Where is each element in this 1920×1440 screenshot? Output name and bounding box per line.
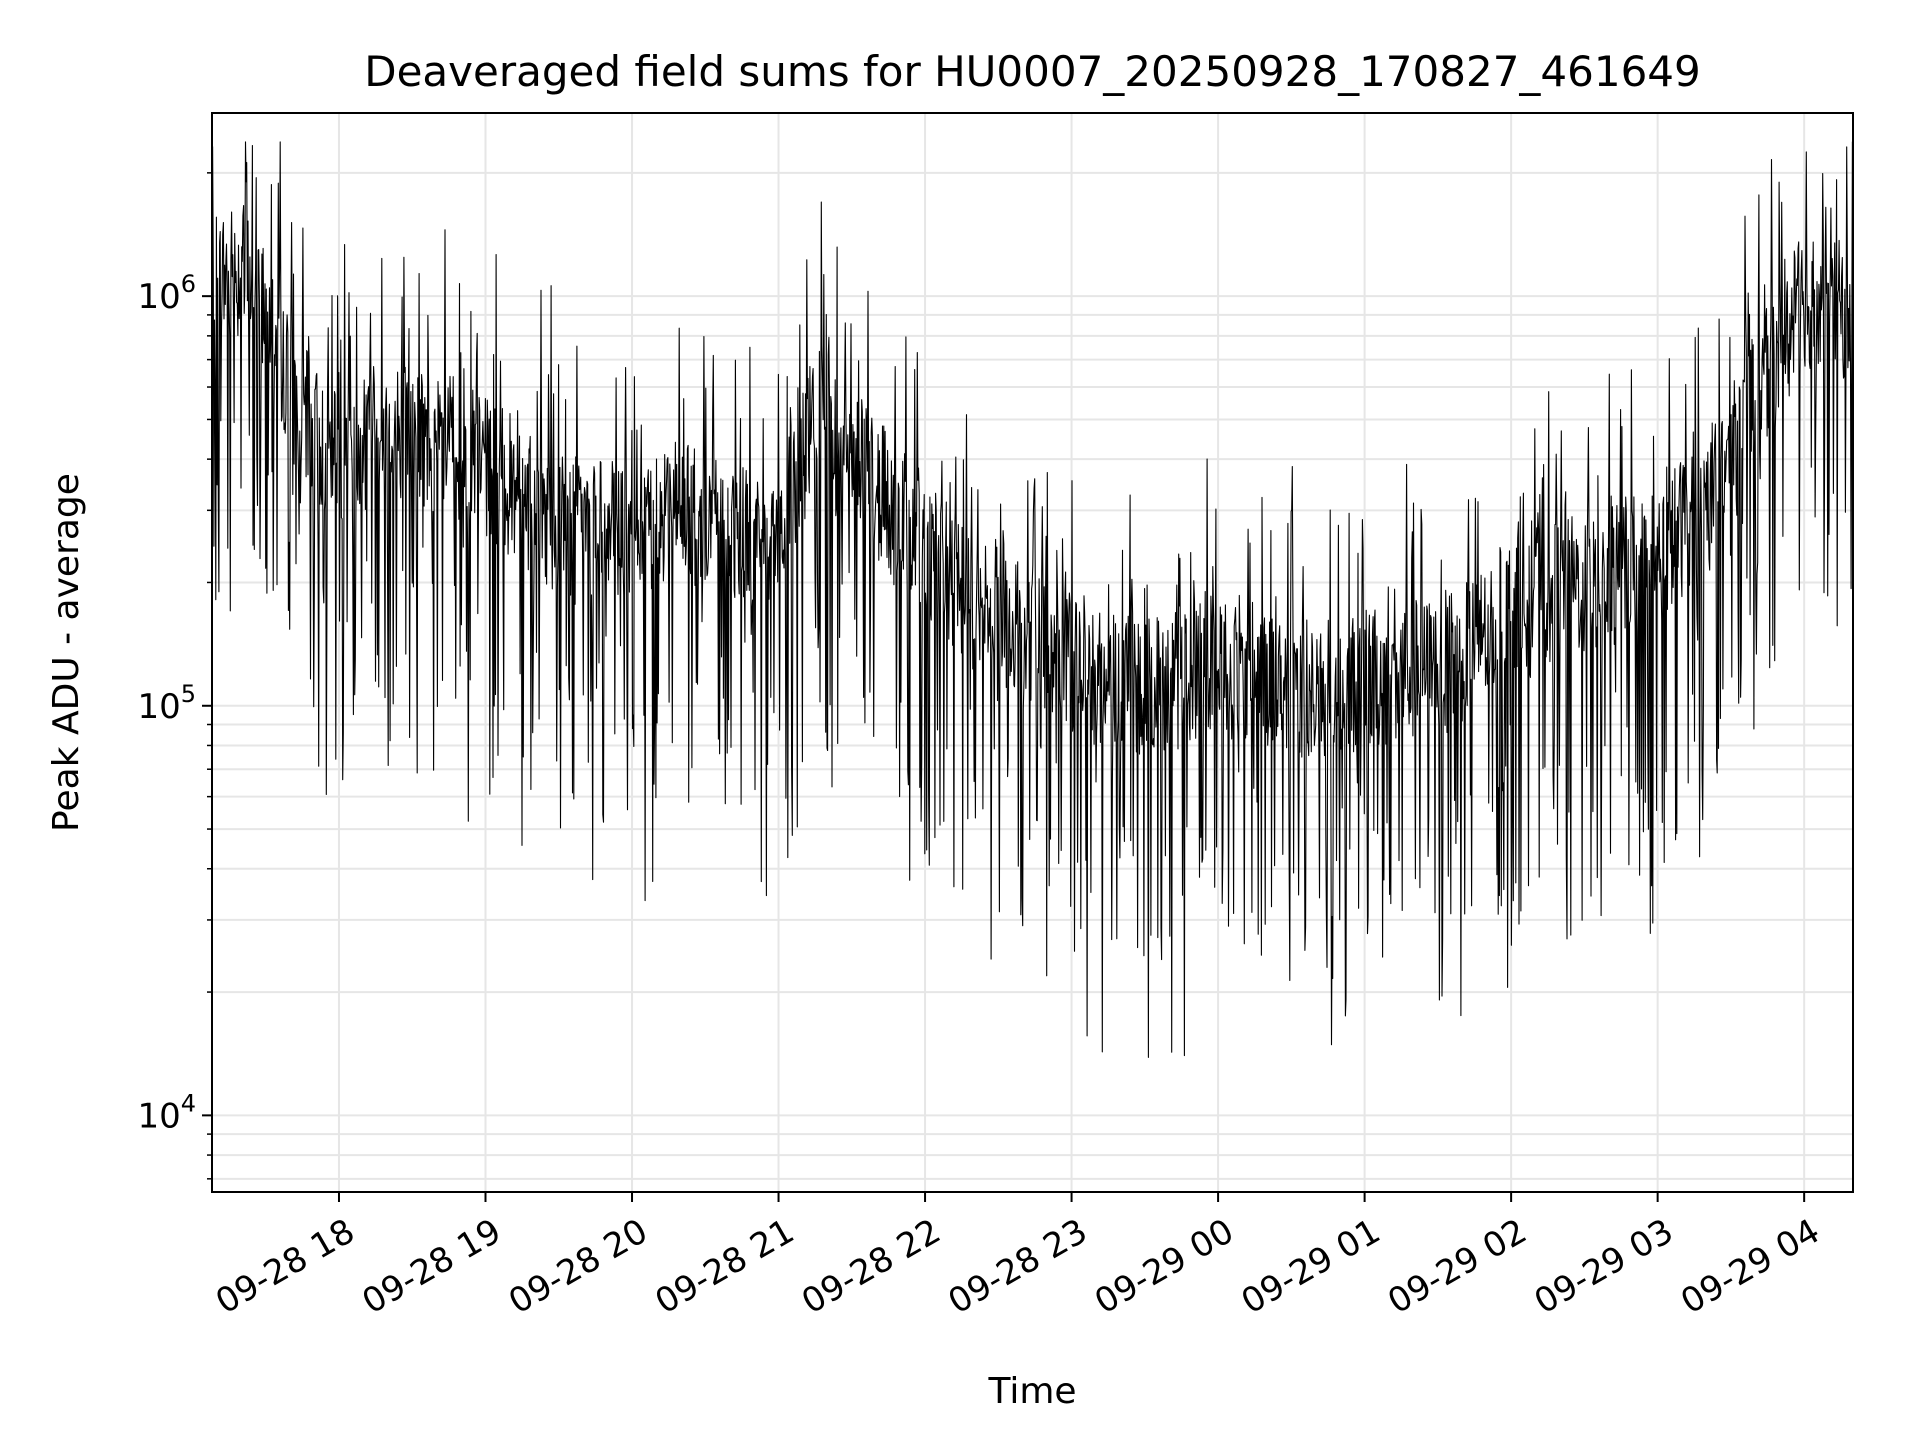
grid [212,113,1853,1192]
series-layer [211,141,1854,1058]
plot-frame [211,112,1854,1193]
x-axis-label: Time [987,1371,1076,1412]
x-tick-label: 09-28 20 [502,1211,654,1322]
x-tick-label: 09-28 18 [209,1211,361,1322]
x-tick-label: 09-28 21 [649,1211,801,1322]
x-tick-label: 09-29 01 [1235,1211,1387,1322]
y-tick-label: 105 [137,680,196,727]
y-tick-label: 106 [137,270,196,317]
y-tick-label: 104 [137,1089,196,1136]
x-tick-label: 09-29 00 [1088,1211,1240,1322]
series-line [211,141,1854,1058]
x-tick-label: 09-28 22 [795,1211,947,1322]
x-tick-label: 09-29 03 [1528,1211,1680,1322]
x-tick-label: 09-28 23 [942,1211,1094,1322]
x-tick-label: 09-28 19 [356,1211,508,1322]
x-tick-label: 09-29 02 [1381,1211,1533,1322]
y-axis-ticks: 104 105 106 [137,172,212,1180]
x-tick-label: 09-29 04 [1674,1211,1826,1322]
y-axis-label: Peak ADU - average [46,473,87,832]
chart-title: Deaveraged field sums for HU0007_2025092… [364,47,1701,96]
